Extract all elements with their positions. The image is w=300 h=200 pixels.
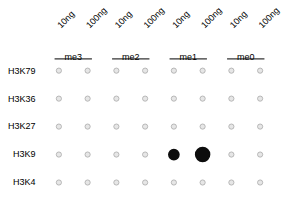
- svg-text:H3K27: H3K27: [8, 121, 36, 131]
- svg-text:100ng: 100ng: [199, 5, 224, 30]
- svg-text:me1: me1: [179, 52, 197, 62]
- svg-text:H3K79: H3K79: [8, 66, 36, 76]
- svg-text:H3K4: H3K4: [13, 177, 36, 187]
- svg-text:100ng: 100ng: [257, 5, 282, 30]
- svg-text:10ng: 10ng: [55, 9, 76, 30]
- svg-text:me2: me2: [122, 52, 140, 62]
- svg-text:100ng: 100ng: [142, 5, 167, 30]
- svg-text:H3K36: H3K36: [8, 94, 36, 104]
- svg-text:10ng: 10ng: [228, 9, 249, 30]
- svg-text:10ng: 10ng: [113, 9, 134, 30]
- svg-text:H3K9: H3K9: [13, 149, 36, 159]
- svg-text:me3: me3: [64, 52, 82, 62]
- svg-text:me0: me0: [237, 52, 255, 62]
- svg-text:10ng: 10ng: [170, 9, 191, 30]
- svg-text:100ng: 100ng: [84, 5, 109, 30]
